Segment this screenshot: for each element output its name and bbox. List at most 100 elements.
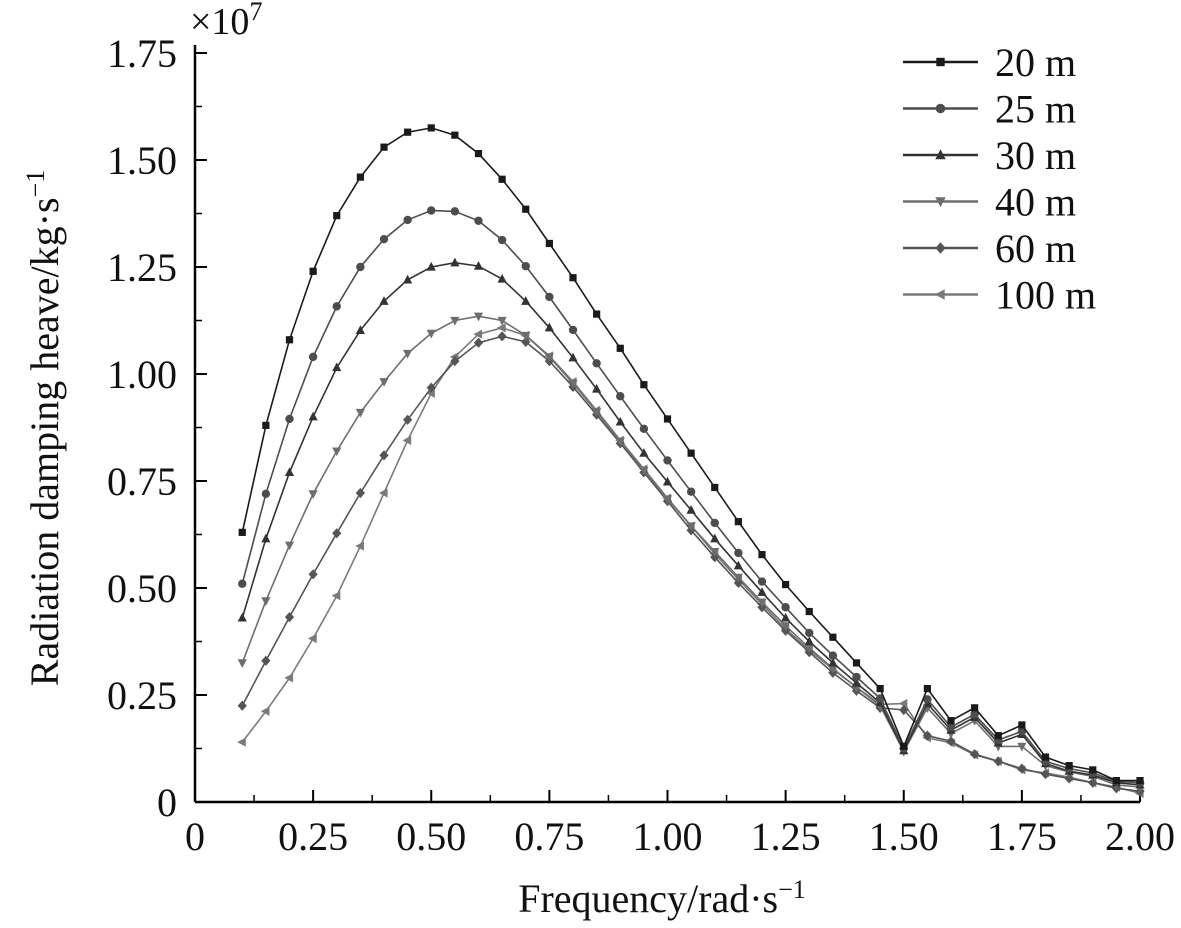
data-point	[733, 573, 743, 583]
data-point	[308, 411, 318, 421]
data-point	[1017, 763, 1027, 774]
data-point	[852, 672, 861, 682]
data-point	[781, 603, 790, 612]
data-point	[261, 597, 271, 606]
data-point	[237, 612, 247, 622]
data-point	[1088, 777, 1098, 788]
series-line	[241, 335, 1141, 793]
data-point	[947, 717, 955, 725]
data-point	[663, 415, 672, 423]
data-point	[473, 261, 484, 270]
data-point	[238, 579, 247, 588]
data-point	[332, 302, 341, 311]
data-point	[946, 736, 956, 747]
data-point	[922, 730, 932, 741]
y-tick-label: 1.50	[107, 138, 177, 183]
legend-marker	[935, 197, 946, 208]
data-point	[355, 408, 365, 418]
legend-item: 40 m	[903, 180, 1076, 225]
data-point	[592, 383, 602, 393]
series-100-m	[237, 323, 1144, 799]
data-point	[544, 322, 554, 332]
x-axis-label-sup: −1	[778, 875, 806, 904]
data-point	[237, 659, 247, 668]
data-point	[782, 580, 790, 589]
data-point	[711, 483, 719, 492]
data-point	[970, 710, 979, 719]
data-point	[237, 737, 246, 747]
data-point	[544, 353, 554, 362]
data-point	[356, 262, 365, 272]
data-point	[616, 392, 625, 401]
data-point	[284, 612, 295, 623]
legend-label: 20 m	[995, 40, 1076, 85]
data-point	[309, 267, 317, 275]
data-point	[402, 435, 412, 445]
data-point	[923, 695, 932, 704]
data-point	[427, 124, 435, 132]
y-tick-label: 0.50	[107, 566, 177, 611]
data-point	[1040, 769, 1051, 780]
data-point	[379, 234, 389, 244]
data-point	[308, 490, 318, 499]
legend-marker	[935, 242, 946, 254]
data-point	[403, 349, 413, 359]
data-point	[568, 325, 578, 335]
data-point	[829, 633, 837, 641]
data-point	[805, 607, 813, 616]
data-point	[568, 352, 578, 362]
data-point	[615, 416, 625, 426]
y-exponent: ×107	[190, 0, 262, 43]
data-point	[450, 356, 460, 367]
data-point	[284, 467, 295, 477]
data-point	[946, 722, 956, 732]
data-point	[1089, 766, 1097, 774]
data-point	[497, 235, 507, 245]
series-40-m	[237, 312, 1145, 793]
data-point	[640, 381, 648, 389]
data-point	[474, 149, 483, 158]
series-25-m	[238, 206, 1145, 787]
data-point	[522, 205, 530, 213]
legend-label: 40 m	[995, 180, 1076, 225]
series-line	[241, 326, 1141, 795]
data-point	[285, 414, 294, 424]
data-point	[332, 528, 342, 539]
x-tick-label: 0.75	[514, 814, 584, 859]
data-point	[450, 257, 460, 267]
data-point	[498, 175, 506, 183]
data-point	[781, 622, 791, 631]
data-point	[615, 437, 625, 447]
data-point	[568, 379, 578, 389]
legend-label: 60 m	[995, 226, 1076, 271]
data-point	[757, 587, 767, 596]
data-point	[497, 323, 506, 333]
data-point	[781, 612, 791, 622]
data-point	[308, 352, 318, 362]
data-point	[994, 732, 1002, 740]
data-point	[710, 518, 719, 528]
y-tick-label: 0.25	[107, 673, 177, 718]
data-point	[451, 131, 459, 139]
data-point	[308, 569, 318, 580]
data-point	[403, 215, 412, 225]
data-point	[757, 577, 767, 586]
data-point	[663, 456, 672, 465]
data-point	[1136, 777, 1144, 785]
data-point	[710, 533, 720, 543]
x-tick-label: 2.00	[1105, 814, 1175, 859]
y-tick-label: 0	[157, 780, 177, 825]
data-point	[569, 274, 577, 282]
data-point	[1065, 762, 1073, 770]
data-point	[710, 548, 720, 557]
series-30-m	[237, 257, 1145, 789]
x-tick-label: 1.25	[751, 814, 821, 859]
series-60-m	[237, 331, 1145, 797]
data-point	[238, 528, 246, 536]
data-point	[261, 533, 271, 543]
data-point	[403, 414, 413, 425]
data-point	[331, 591, 341, 601]
data-point	[403, 274, 413, 284]
data-point	[592, 408, 602, 417]
